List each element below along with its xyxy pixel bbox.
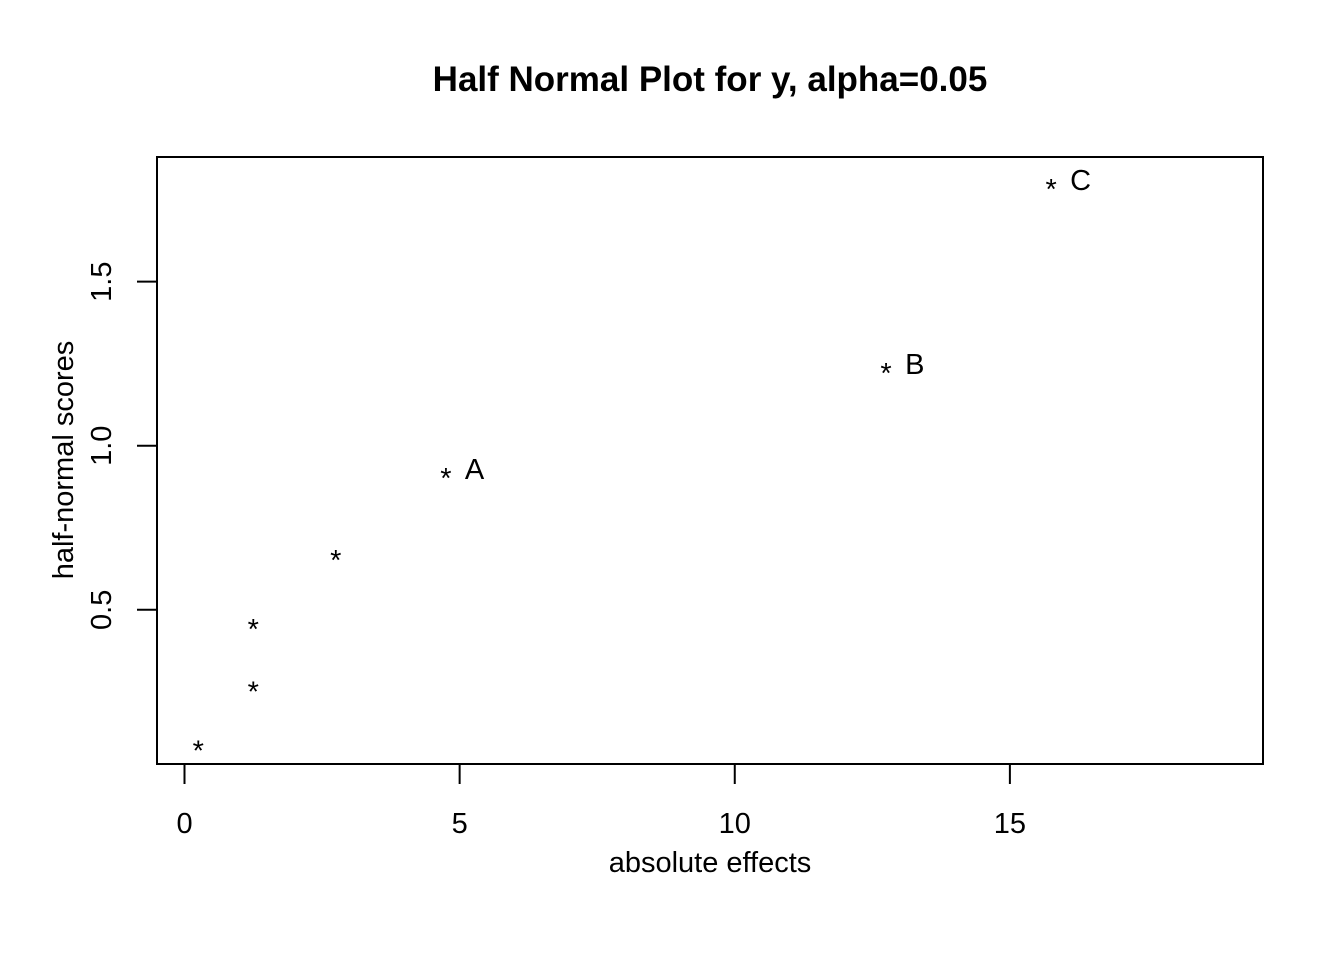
data-point-marker: * <box>1046 174 1057 206</box>
data-point-marker: * <box>330 545 341 577</box>
chart-title: Half Normal Plot for y, alpha=0.05 <box>433 60 988 99</box>
data-point-marker: * <box>193 735 204 767</box>
plot-area-frame <box>156 156 1264 765</box>
y-tick-label: 1.0 <box>86 426 118 466</box>
data-points: * * * * * A * B * C <box>193 165 1091 767</box>
y-tick-label: 0.5 <box>86 590 118 630</box>
data-point-marker: * <box>880 358 891 390</box>
data-point-label: B <box>905 349 924 381</box>
x-tick-label: 0 <box>176 808 192 840</box>
y-axis-label: half-normal scores <box>48 341 80 580</box>
x-axis: 0 5 10 15 <box>176 763 1026 840</box>
x-tick-label: 15 <box>994 808 1026 840</box>
data-point-marker: * <box>248 614 259 646</box>
data-point-marker: * <box>440 463 451 495</box>
x-axis-label: absolute effects <box>609 847 812 879</box>
data-point-label: A <box>465 454 485 486</box>
y-tick-label: 1.5 <box>86 262 118 302</box>
x-tick-label: 5 <box>452 808 468 840</box>
data-point-marker: * <box>248 676 259 708</box>
x-tick-label: 10 <box>719 808 751 840</box>
data-point-label: C <box>1070 165 1091 197</box>
y-axis: 0.5 1.0 1.5 <box>86 262 158 630</box>
